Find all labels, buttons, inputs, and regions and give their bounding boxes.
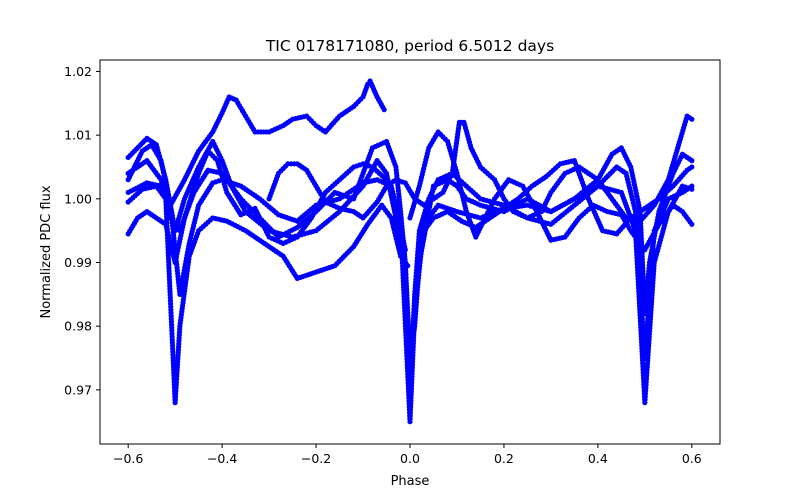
- data-point: [689, 116, 695, 122]
- x-axis: −0.6 −0.4 −0.2 0.0 0.2 0.4 0.6: [113, 444, 702, 466]
- data-point: [689, 158, 695, 164]
- y-tick-label: 0.98: [64, 319, 92, 334]
- y-axis: 0.97 0.98 0.99 1.00 1.01 1.02: [64, 64, 100, 397]
- y-tick-label: 1.00: [64, 191, 92, 206]
- chart-title: TIC 0178171080, period 6.5012 days: [265, 37, 554, 55]
- y-axis-label: Normalized PDC flux: [39, 185, 54, 318]
- x-tick-label: 0.6: [682, 451, 702, 466]
- data-point: [405, 263, 411, 269]
- scatter-points: [125, 78, 695, 425]
- x-axis-label: Phase: [391, 474, 430, 489]
- x-tick-label: 0.0: [400, 451, 420, 466]
- y-tick-label: 1.02: [64, 64, 92, 79]
- data-point: [381, 107, 387, 113]
- y-tick-label: 0.97: [64, 382, 92, 397]
- data-point: [689, 186, 695, 192]
- x-tick-label: −0.2: [301, 451, 331, 466]
- x-tick-label: −0.6: [113, 451, 143, 466]
- data-point: [689, 164, 695, 170]
- x-tick-label: 0.2: [494, 451, 514, 466]
- y-tick-label: 0.99: [64, 255, 92, 270]
- data-point: [402, 247, 408, 253]
- data-point: [689, 221, 695, 227]
- x-tick-label: −0.4: [207, 451, 237, 466]
- y-tick-label: 1.01: [64, 128, 92, 143]
- x-tick-label: 0.4: [588, 451, 608, 466]
